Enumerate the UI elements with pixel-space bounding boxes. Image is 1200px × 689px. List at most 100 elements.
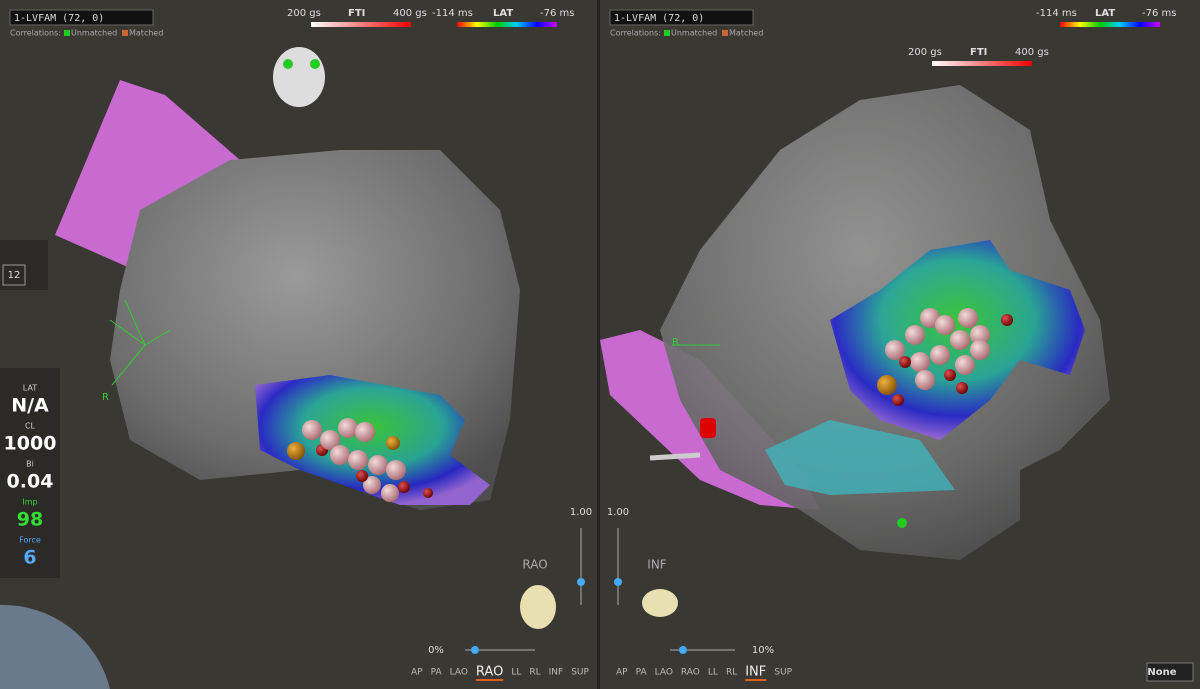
tag: [348, 450, 368, 470]
tag: [386, 460, 406, 480]
orientation-heart: [520, 585, 556, 629]
tag: [958, 308, 978, 328]
tag: [930, 345, 950, 365]
orientation-face: [273, 47, 325, 107]
active-view-underline: [475, 679, 504, 681]
view-button[interactable]: LAO: [655, 668, 673, 678]
transparency-handle[interactable]: [679, 646, 687, 654]
view-button[interactable]: INF: [549, 668, 564, 678]
tag: [356, 470, 368, 482]
view-button[interactable]: RL: [726, 668, 737, 678]
view-buttons: AP PA LAO RAO LL RL INF SUP: [616, 665, 793, 681]
correlations-label: Correlations:: [610, 29, 661, 38]
transparency-handle[interactable]: [471, 646, 479, 654]
transparency-value: 10%: [752, 645, 774, 656]
map-selector[interactable]: [9, 9, 154, 26]
view-button[interactable]: RAO: [681, 668, 700, 678]
tag: [944, 369, 956, 381]
field-value: 98: [17, 509, 43, 531]
view-button[interactable]: LAO: [450, 668, 468, 678]
field-value: 1000: [4, 433, 57, 455]
map-selector[interactable]: [609, 9, 754, 26]
ablation-tags: [287, 418, 433, 502]
catheter-tip: [700, 418, 716, 438]
zoom-handle[interactable]: [614, 578, 622, 586]
tag: [910, 352, 930, 372]
face-eye: [283, 59, 293, 69]
orientation-label: INF: [647, 558, 667, 572]
field-value: 0.04: [7, 471, 54, 493]
matched-label: Matched: [129, 29, 163, 38]
field-label: LAT: [23, 384, 37, 393]
tag: [877, 375, 897, 395]
unmatched-label: Unmatched: [71, 29, 117, 38]
tag: [920, 308, 940, 328]
tag: [970, 325, 990, 345]
lat-title: LAT: [1095, 8, 1115, 19]
ablation-tags: [877, 308, 1013, 406]
lat-bar: [457, 22, 557, 27]
view-button[interactable]: LL: [511, 668, 521, 678]
unmatched-swatch: [64, 30, 70, 36]
orientation-heart: [642, 589, 678, 617]
map-selector-label[interactable]: 1-LVFAM (72, 0): [614, 13, 704, 24]
map-selector-label[interactable]: 1-LVFAM (72, 0): [14, 13, 104, 24]
view-button[interactable]: PA: [431, 668, 443, 678]
fti-max: 400 gs: [393, 8, 427, 19]
fti-bar: [311, 22, 411, 27]
fti-min: 200 gs: [908, 47, 942, 58]
unmatched-swatch: [664, 30, 670, 36]
tag: [950, 330, 970, 350]
info-fields: LAT N/A CL 1000 Bi 0.04 Imp 98 Force 6: [4, 384, 57, 569]
lat-min: -114 ms: [1036, 8, 1077, 19]
footer-selector-label[interactable]: None: [1147, 667, 1176, 678]
right-view: R 1-LVFAM (72, 0) Correlations: Unmatche…: [600, 8, 1194, 682]
zoom-value: 1.00: [570, 507, 592, 518]
tag: [330, 445, 350, 465]
lat-min: -114 ms: [432, 8, 473, 19]
navigation-dial[interactable]: [0, 604, 110, 689]
view-button[interactable]: LL: [708, 668, 718, 678]
field-value: 6: [23, 547, 36, 569]
view-button[interactable]: RAO: [476, 665, 503, 680]
divider: [597, 0, 600, 689]
channel-number[interactable]: 12: [8, 270, 21, 281]
lat-max: -76 ms: [1142, 8, 1176, 19]
zoom-handle[interactable]: [577, 578, 585, 586]
view-button[interactable]: PA: [636, 668, 648, 678]
tag: [355, 422, 375, 442]
view-button[interactable]: SUP: [571, 668, 589, 678]
view-button[interactable]: INF: [745, 665, 766, 680]
lat-title: LAT: [493, 8, 513, 19]
channel-box[interactable]: [2, 264, 26, 286]
axis-label: R: [672, 337, 679, 348]
zoom-value: 1.00: [607, 507, 629, 518]
left-view: R 1-LVFAM (72, 0) Correlations: Unmatche…: [0, 8, 592, 689]
structure-overlay: [765, 420, 955, 495]
tag: [905, 325, 925, 345]
catheter-shaft: [649, 452, 701, 461]
active-view-underline: [745, 679, 767, 681]
fti-title: FTI: [348, 8, 365, 19]
tag: [287, 442, 305, 460]
footer-selector[interactable]: [1146, 662, 1194, 682]
tag: [899, 356, 911, 368]
lat-bar: [1060, 22, 1160, 27]
matched-label: Matched: [729, 29, 763, 38]
view-button[interactable]: RL: [529, 668, 540, 678]
view-button[interactable]: AP: [411, 668, 423, 678]
tag: [970, 340, 990, 360]
lat-patch: [255, 375, 490, 505]
view-button[interactable]: SUP: [774, 668, 792, 678]
location-marker: [897, 518, 907, 528]
tag: [363, 476, 381, 494]
field-label: Imp: [22, 498, 37, 507]
field-value: N/A: [11, 395, 49, 417]
tag: [368, 455, 388, 475]
field-label: Bi: [26, 460, 34, 469]
view-button[interactable]: AP: [616, 668, 628, 678]
matched-swatch: [722, 30, 728, 36]
tag: [915, 370, 935, 390]
field-label: CL: [25, 422, 36, 431]
